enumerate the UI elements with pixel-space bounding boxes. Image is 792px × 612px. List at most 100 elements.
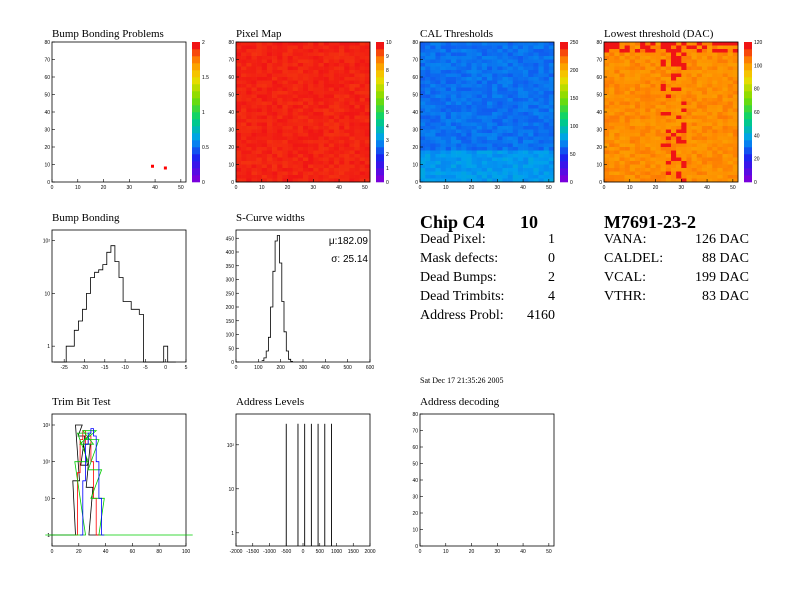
heatmap-cell (445, 52, 452, 57)
heatmap-cell (364, 171, 371, 176)
heatmap-cell (523, 154, 529, 158)
heatmap-cell (629, 112, 636, 116)
heatmap-cell (349, 175, 355, 179)
heatmap-cell (272, 115, 278, 120)
heatmap-cell (717, 171, 723, 176)
heatmap-cell (450, 73, 457, 78)
heatmap-cell (543, 56, 550, 60)
heatmap-cell (461, 66, 467, 71)
heatmap-cell (507, 59, 514, 64)
heatmap-cell (344, 122, 350, 127)
heatmap-cell (487, 77, 493, 81)
heatmap-cell (629, 105, 636, 109)
heatmap-cell (512, 161, 519, 165)
heatmap-cell (251, 157, 257, 162)
heatmap-cell (425, 143, 431, 148)
heatmap-cell (466, 91, 472, 95)
heatmap-cell (359, 42, 366, 46)
heatmap-cell (502, 136, 508, 141)
heatmap-cell (297, 171, 304, 176)
heatmap-cell (328, 80, 335, 85)
heatmap-cell (308, 140, 314, 144)
heatmap-cell (440, 147, 447, 151)
heatmap-cell (722, 56, 728, 60)
heatmap-cell (533, 126, 539, 130)
heatmap-cell (502, 129, 508, 134)
heatmap-cell (614, 80, 620, 85)
colorbar-segment (744, 84, 752, 92)
heatmap-cell (282, 59, 288, 64)
colorbar-tick-label: 6 (386, 96, 389, 102)
heatmap-cell (707, 63, 713, 67)
heatmap-cell (507, 77, 514, 81)
heatmap-cell (634, 45, 641, 50)
heatmap-cell (349, 101, 355, 106)
heatmap-cell (645, 143, 651, 148)
heatmap-cell (349, 150, 355, 155)
heatmap-cell (445, 56, 452, 60)
heatmap-cell (349, 122, 355, 127)
heatmap-cell (665, 171, 672, 176)
heatmap-cell (318, 133, 324, 137)
heatmap-cell (517, 112, 524, 116)
heatmap-cell (339, 94, 345, 99)
heatmap-cell (624, 115, 631, 120)
chart-pixel-map: Pixel Map 0 1 2 3 4 5 6 7 8 9 10 0 10 20 30 40 50 0 10 20 30 4… (218, 28, 398, 198)
heatmap-cell (241, 119, 247, 123)
heatmap-cell (624, 52, 631, 57)
heatmap-cell (634, 133, 641, 137)
heatmap-cell (318, 126, 324, 130)
heatmap-cell (650, 80, 656, 85)
heatmap-cell (364, 94, 371, 99)
heatmap-cell (425, 136, 431, 141)
heatmap-cell (440, 52, 447, 57)
heatmap-cell (440, 87, 447, 92)
heatmap-cell (323, 133, 330, 137)
heatmap-cell (466, 80, 472, 85)
heatmap-cell (328, 115, 335, 120)
heatmap-cell (328, 168, 335, 172)
heatmap-cell (261, 108, 268, 113)
heatmap-cell (502, 147, 508, 151)
heatmap-cell (471, 91, 477, 95)
heatmap-cell (655, 119, 661, 123)
heatmap-cell (308, 171, 314, 176)
heatmap-cell (323, 171, 330, 176)
heatmap-cell (445, 126, 452, 130)
heatmap-cell (323, 42, 330, 46)
heatmap-cell (634, 59, 641, 64)
heatmap-cell (665, 122, 672, 127)
x-tick-label: 10 (259, 185, 265, 191)
heatmap-cell (241, 77, 247, 81)
heatmap-cell (650, 108, 656, 113)
heatmap-cell (624, 154, 631, 158)
heatmap-cell (425, 161, 431, 165)
chart-address-levels: Address Levels -2000 -1500 -1000 -500 0 500 100… (218, 396, 388, 566)
heatmap-cell (251, 49, 257, 53)
heatmap-cell (676, 49, 682, 53)
heatmap-cell (650, 171, 656, 176)
heatmap-cell (261, 140, 268, 144)
heatmap-cell (665, 70, 672, 74)
heatmap-cell (339, 157, 345, 162)
heatmap-cell (676, 98, 682, 102)
heatmap-cell (655, 143, 661, 148)
heatmap-cell (614, 84, 620, 88)
heatmap-cell (492, 91, 498, 95)
heatmap-cell (624, 42, 631, 46)
heatmap-cell (523, 73, 529, 78)
heatmap-cell (297, 42, 304, 46)
heatmap-cell (604, 49, 610, 53)
heatmap-cell (691, 122, 698, 127)
heatmap-cell (619, 101, 625, 106)
heatmap-cell (640, 49, 646, 53)
heatmap-cell (727, 154, 734, 158)
heatmap-cell (629, 56, 636, 60)
heatmap-cell (629, 80, 636, 85)
heatmap-cell (732, 91, 739, 95)
heatmap-cell (691, 91, 698, 95)
heatmap-cell (650, 45, 656, 50)
heatmap-cell (323, 157, 330, 162)
heatmap-cell (691, 157, 698, 162)
heatmap-cell (676, 161, 682, 165)
